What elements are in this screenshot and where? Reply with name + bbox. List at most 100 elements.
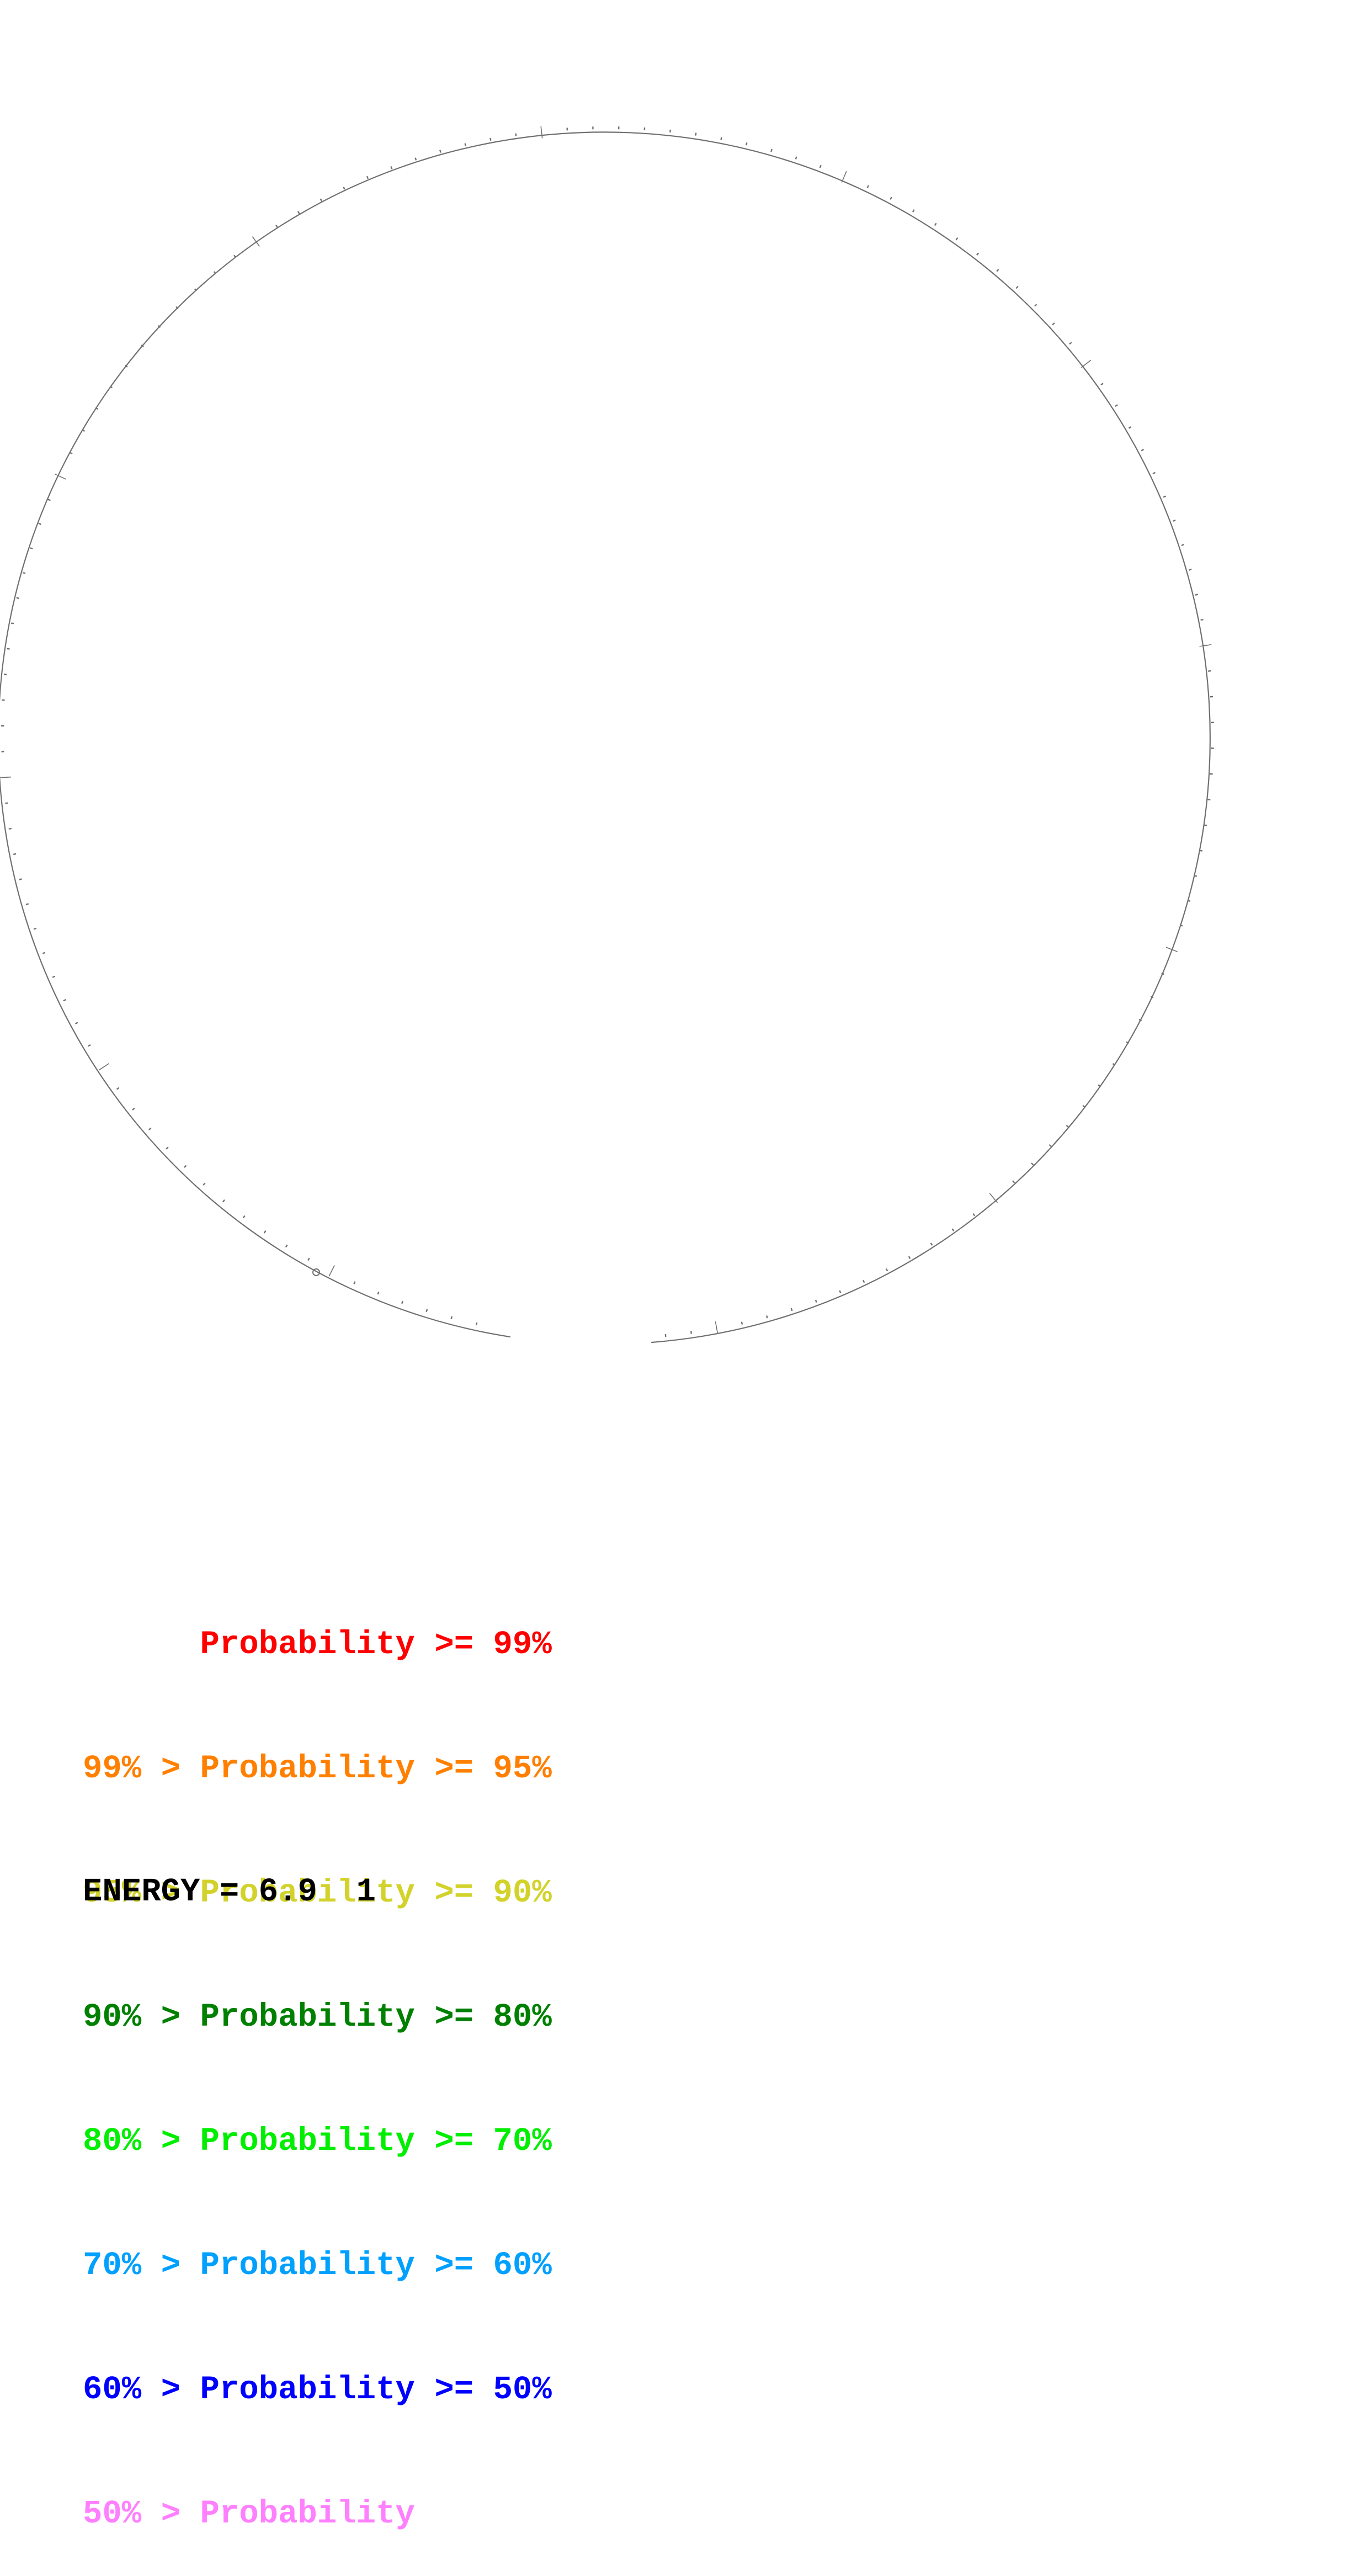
minor-tick [973, 1214, 975, 1216]
minor-tick [70, 453, 72, 454]
minor-tick [117, 1088, 119, 1090]
legend-item: 50% > Probability [83, 2493, 552, 2535]
minor-tick [427, 1309, 428, 1312]
major-tick [989, 1193, 997, 1203]
nucleotide-ticks [0, 126, 1214, 1337]
legend-cmp: >= [434, 2247, 473, 2284]
minor-tick [766, 1315, 767, 1318]
minor-tick [243, 1216, 245, 1218]
minor-tick [913, 210, 914, 212]
minor-tick [1098, 1085, 1100, 1087]
minor-tick [34, 928, 36, 930]
legend-op: > [161, 1999, 180, 2036]
major-tick [1081, 360, 1091, 368]
minor-tick [1115, 405, 1117, 406]
minor-tick [132, 1108, 135, 1110]
minor-tick [516, 134, 517, 136]
legend-word: Probability [200, 2495, 414, 2532]
legend-op: > [161, 1750, 180, 1787]
minor-tick [276, 225, 278, 227]
minor-tick [402, 1301, 403, 1304]
minor-tick [63, 1000, 66, 1001]
legend-lower: 70% [83, 2247, 141, 2284]
minor-tick [52, 976, 55, 978]
legend-word: Probability [200, 2123, 414, 2160]
legend-cmp: >= [434, 2123, 473, 2160]
minor-tick [890, 197, 891, 199]
minor-tick [820, 165, 821, 168]
minor-tick [867, 185, 869, 188]
legend-item: 80% > Probability >= 70% [83, 2121, 552, 2162]
minor-tick [166, 1147, 168, 1149]
legend-upper: 60% [493, 2247, 552, 2284]
minor-tick [214, 272, 216, 274]
minor-tick [935, 223, 936, 225]
minor-tick [1188, 900, 1190, 901]
minor-tick [1069, 342, 1072, 344]
major-tick [842, 171, 847, 182]
minor-tick [956, 238, 958, 240]
legend-word: Probability [200, 1999, 414, 2036]
energy-label: ENERGY = 6.9 1 [83, 1871, 376, 1913]
minor-tick [863, 1280, 864, 1283]
minor-tick [791, 1308, 792, 1311]
legend-op: > [161, 2495, 180, 2532]
minor-tick [746, 142, 747, 145]
minor-tick [490, 138, 491, 141]
backbone-circle [0, 132, 1210, 1342]
major-tick [99, 1064, 109, 1070]
legend-word: Probability [200, 1750, 414, 1787]
major-tick [329, 1266, 334, 1277]
major-tick [541, 126, 542, 139]
minor-tick [816, 1300, 817, 1303]
minor-tick [796, 157, 797, 160]
minor-tick [1050, 1145, 1052, 1146]
minor-tick [1204, 825, 1207, 826]
minor-tick [264, 1231, 266, 1233]
structure-diagram [0, 0, 1368, 1435]
legend-item: 60% > Probability >= 50% [83, 2369, 552, 2410]
minor-tick [1101, 384, 1103, 385]
legend-word: Probability [200, 1626, 414, 1663]
minor-tick [952, 1229, 954, 1231]
legend-cmp: >= [434, 1999, 473, 2036]
minor-tick [42, 953, 45, 954]
legend-word: Probability [200, 2247, 414, 2284]
minor-tick [977, 253, 978, 255]
minor-tick [1173, 520, 1175, 521]
minor-tick [149, 1128, 151, 1130]
minor-tick [76, 1022, 78, 1023]
minor-tick [1153, 472, 1156, 474]
legend-cmp: >= [434, 1874, 473, 1911]
minor-tick [234, 255, 236, 257]
major-tick [0, 777, 11, 778]
minor-tick [367, 176, 368, 179]
minor-tick [88, 1045, 91, 1047]
legend-upper: 50% [493, 2371, 552, 2408]
minor-tick [1163, 496, 1166, 497]
minor-tick [1083, 1106, 1085, 1107]
minor-tick [48, 500, 51, 501]
minor-tick [721, 137, 722, 140]
minor-tick [1195, 594, 1198, 595]
minor-tick [1052, 323, 1055, 325]
minor-tick [286, 1245, 288, 1247]
minor-tick [82, 430, 84, 432]
minor-tick [451, 1316, 452, 1319]
minor-tick [931, 1243, 933, 1245]
legend-lower: 99% [83, 1750, 141, 1787]
legend-upper: 70% [493, 2123, 552, 2160]
legend-op: > [161, 2371, 180, 2408]
minor-tick [1189, 569, 1191, 570]
minor-tick [343, 187, 344, 190]
legend-item: 70% > Probability >= 60% [83, 2245, 552, 2286]
minor-tick [909, 1256, 911, 1258]
minor-tick [9, 828, 12, 829]
legend-item: Probability >= 99% [83, 1624, 552, 1665]
legend-op: > [161, 2123, 180, 2160]
probability-legend: Probability >= 99% 99% > Probability >= … [83, 1541, 552, 2576]
minor-tick [886, 1269, 887, 1272]
minor-tick [321, 199, 322, 201]
legend-upper: 90% [493, 1874, 552, 1911]
legend-lower: 50% [83, 2495, 141, 2532]
